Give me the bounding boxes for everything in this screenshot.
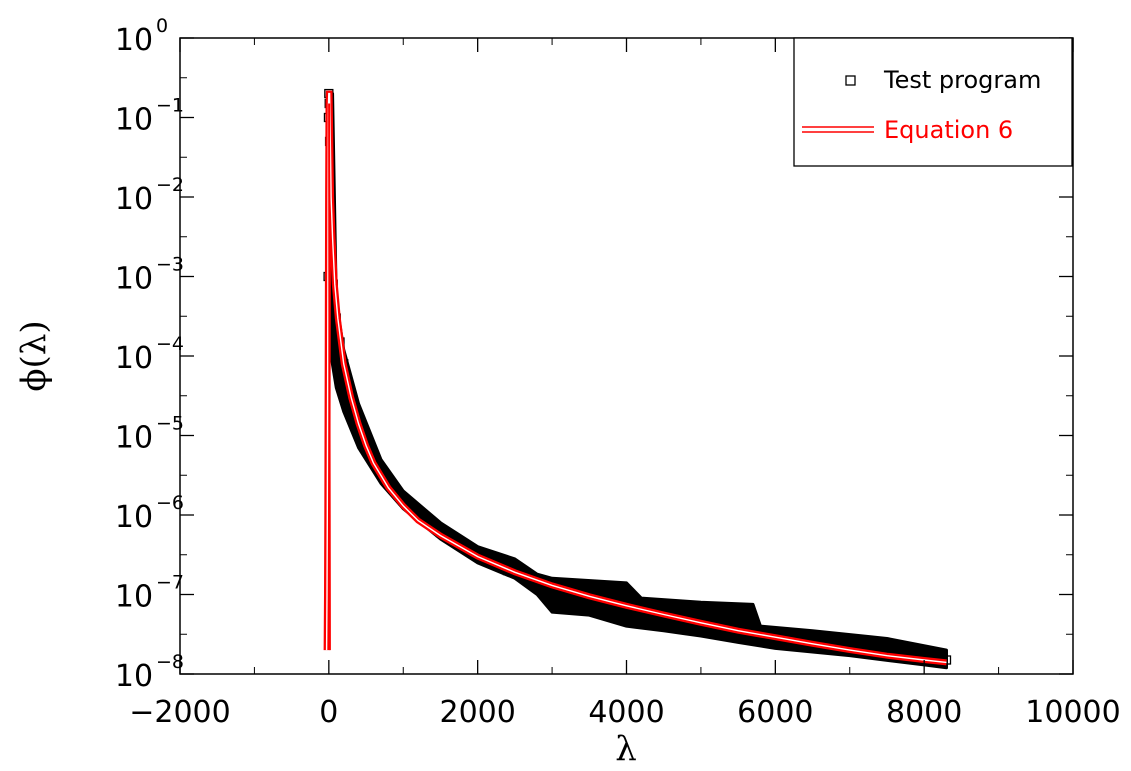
legend-label-equation: Equation 6 [884,116,1013,144]
x-axis-title: λ [615,729,637,769]
y-axis-title: ϕ(λ) [14,320,54,391]
legend: Test program Equation 6 [793,37,1073,167]
scatter-band [325,92,948,670]
x-tick-label: 0 [319,695,338,730]
y-tick-exponent: −6 [156,492,184,514]
y-tick-exponent: −7 [156,572,184,594]
scatter-point [830,633,840,644]
legend-marker-test-program [845,75,856,86]
x-tick-label: −2000 [129,695,230,730]
y-tick-label: 10 [115,659,153,694]
x-tick-label: 4000 [588,695,664,730]
y-tick-exponent: 0 [156,15,168,37]
y-tick-label: 10 [115,182,153,217]
scatter-point [740,607,751,617]
x-tick-label: 8000 [886,695,962,730]
y-tick-exponent: −5 [156,413,184,435]
scatter-point [711,613,721,624]
equation-line-layer [323,90,947,666]
y-tick-label: 10 [115,262,153,297]
y-tick-label: 10 [115,23,153,58]
scatter-point [681,602,691,612]
legend-box [793,37,1073,167]
x-tick-label: 6000 [737,695,813,730]
y-tick-label: 10 [115,580,153,615]
y-tick-exponent: −2 [156,174,184,196]
equation-line-center [325,92,947,664]
scatter-band-layer [325,92,948,670]
equation-spike-right [328,103,331,651]
y-tick-exponent: −4 [156,333,184,355]
y-tick-exponent: −1 [156,95,184,117]
y-tick-label: 10 [115,341,153,376]
legend-label-test-program: Test program [883,66,1041,94]
y-tick-label: 10 [115,421,153,456]
scatter-points-layer [323,88,952,665]
y-tick-exponent: −3 [156,254,184,276]
y-tick-label: 10 [115,103,153,138]
x-tick-label: 2000 [439,695,515,730]
y-tick-exponent: −8 [156,651,184,673]
x-tick-label: 10000 [1025,695,1120,730]
y-tick-label: 10 [115,500,153,535]
equation-line [323,90,947,666]
